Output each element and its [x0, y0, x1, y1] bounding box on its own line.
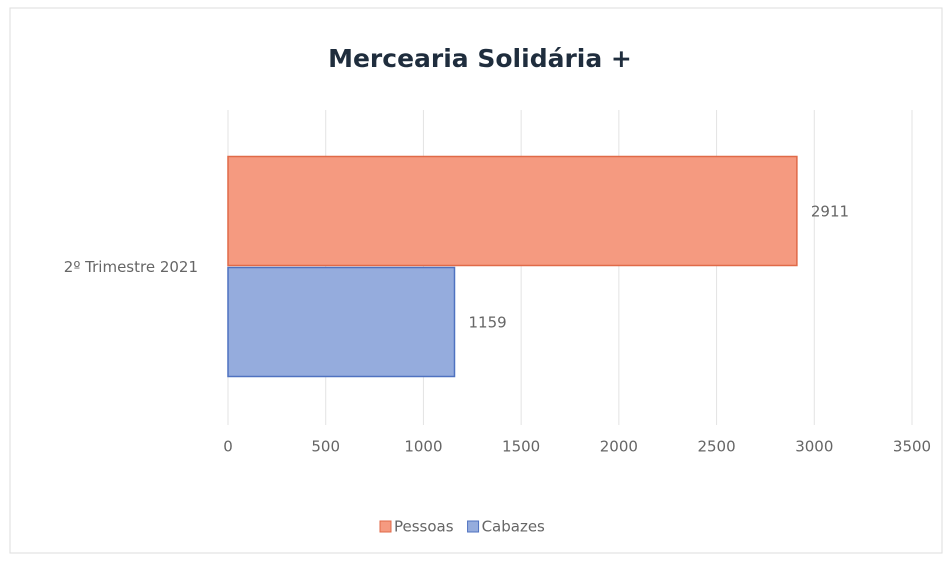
chart-border	[9, 7, 943, 554]
x-tick-label: 2000	[600, 438, 638, 456]
x-tick-label: 3000	[795, 438, 833, 456]
bar	[227, 266, 456, 378]
bar	[227, 155, 798, 267]
x-tick-label: 0	[223, 438, 233, 456]
x-tick-label: 3500	[893, 438, 931, 456]
legend-swatch	[467, 520, 480, 533]
chart-title: Mercearia Solidária +	[328, 44, 632, 73]
data-label: 2911	[811, 203, 849, 221]
legend-label: Cabazes	[482, 518, 545, 536]
data-label: 1159	[469, 314, 507, 332]
x-tick-label: 2500	[697, 438, 735, 456]
legend-swatch	[379, 520, 392, 533]
x-tick-label: 1000	[404, 438, 442, 456]
x-tick-label: 1500	[502, 438, 540, 456]
legend-label: Pessoas	[394, 518, 454, 536]
x-tick-label: 500	[311, 438, 340, 456]
y-tick-label: 2º Trimestre 2021	[64, 258, 198, 276]
